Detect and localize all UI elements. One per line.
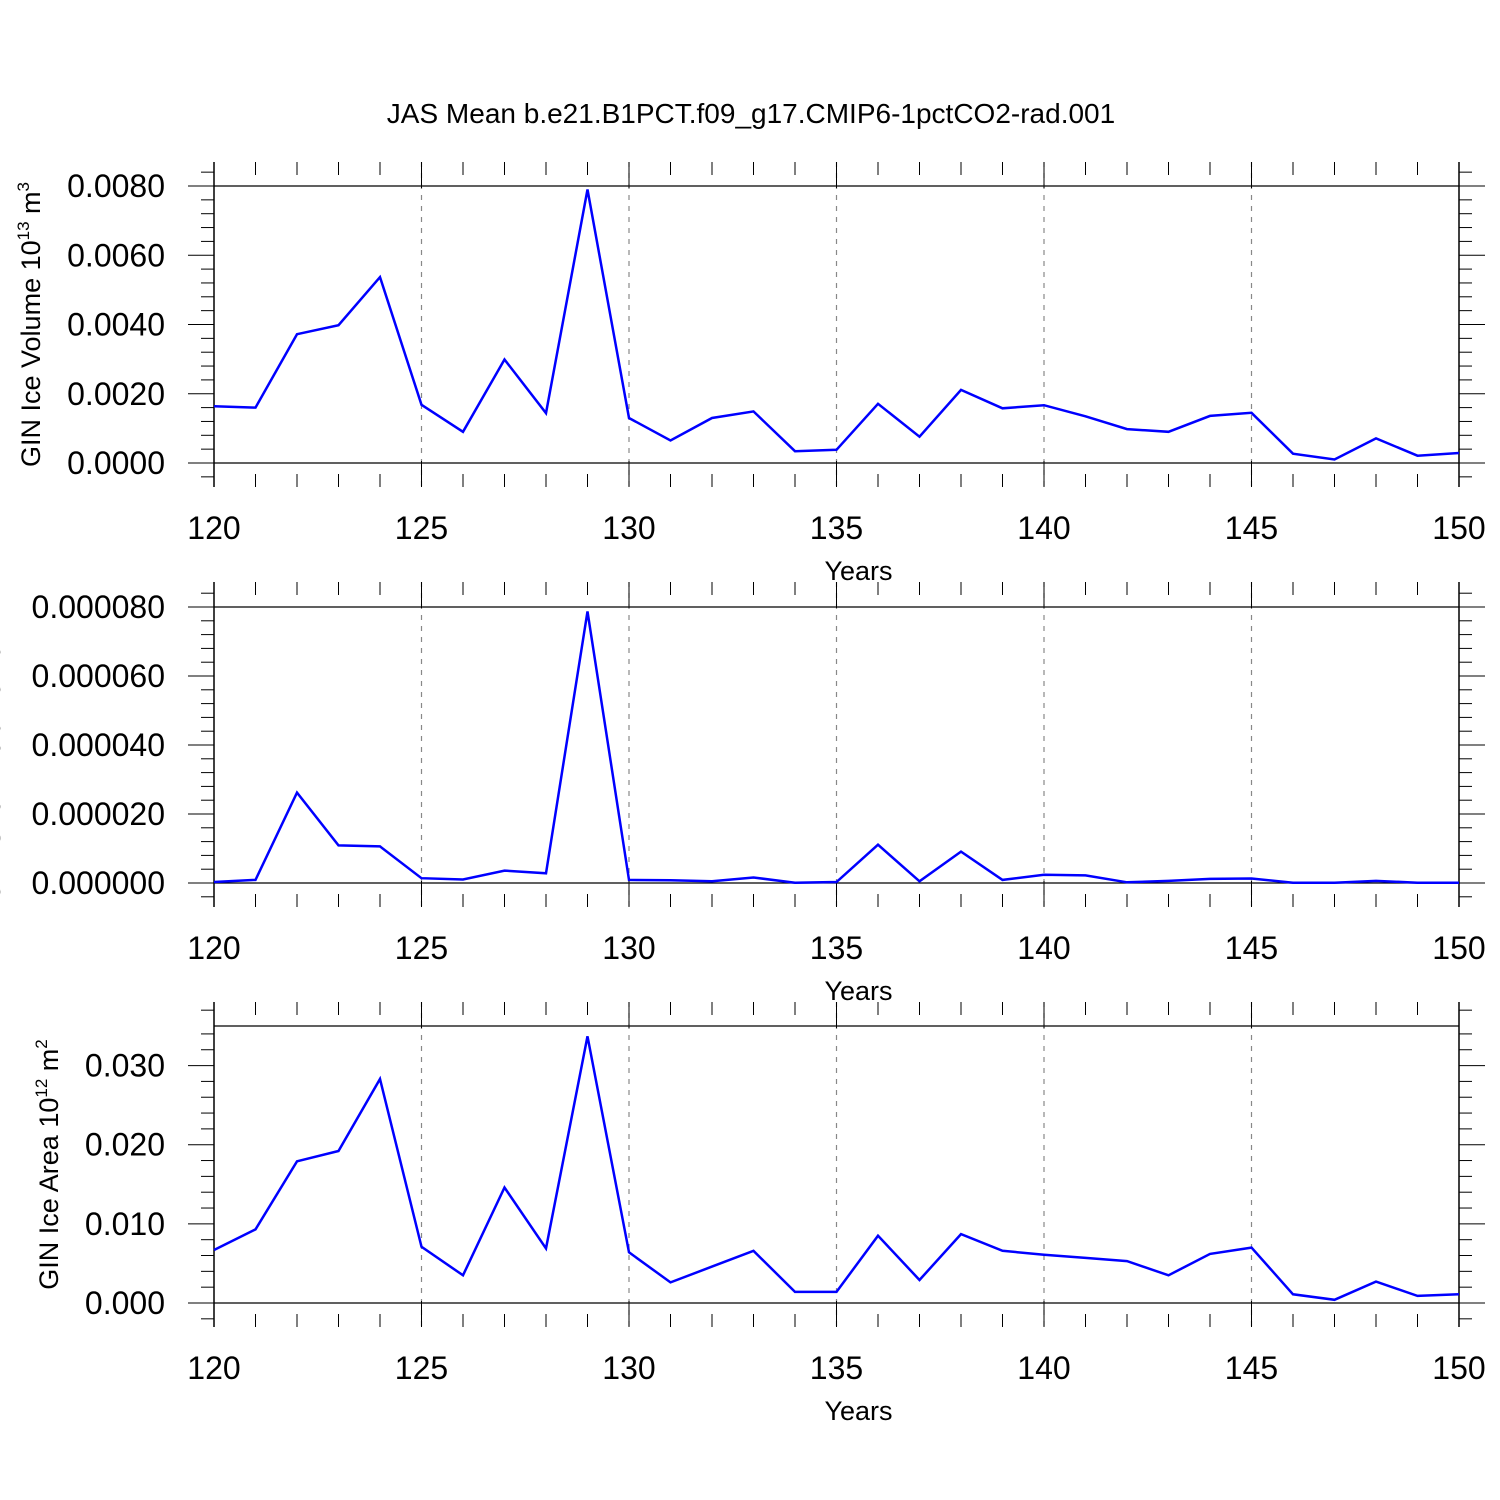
x-tick-label: 130 (602, 510, 655, 546)
figure-title: JAS Mean b.e21.B1PCT.f09_g17.CMIP6-1pctC… (387, 98, 1115, 129)
x-tick-label: 135 (810, 930, 863, 966)
y-tick-label: 0.000080 (32, 589, 165, 625)
y-tick-label: 0.030 (85, 1048, 165, 1084)
x-tick-label: 125 (395, 510, 448, 546)
x-tick-label: 135 (810, 510, 863, 546)
y-tick-label: 0.010 (85, 1206, 165, 1242)
y-axis-label: GIN Ice Area 1012 m2 (32, 1039, 64, 1290)
y-tick-label: 0.0060 (67, 237, 165, 273)
x-tick-label: 135 (810, 1350, 863, 1386)
x-tick-label: 130 (602, 1350, 655, 1386)
x-tick-label: 140 (1017, 1350, 1070, 1386)
series-line (213, 611, 1459, 884)
x-tick-label: 150 (1432, 510, 1485, 546)
x-tick-label: 145 (1225, 1350, 1278, 1386)
x-tick-label: 125 (395, 930, 448, 966)
x-axis-label: Years (824, 1396, 892, 1426)
x-axis-label: Years (824, 556, 892, 586)
chart-panel-3: 0.000 0.010 0.020 0.030 120 125 130 135 140 145 15… (32, 1002, 1486, 1426)
y-tick-label: 0.020 (85, 1127, 165, 1163)
y-tick-label: 0.000000 (32, 865, 165, 901)
chart-panel-2: 0.000000 0.000020 0.000040 0.000060 0.000080… (0, 582, 1486, 1006)
y-tick-label: 0.000 (85, 1285, 165, 1321)
x-tick-label: 145 (1225, 930, 1278, 966)
series-line (213, 189, 1460, 461)
y-tick-label: 0.000060 (32, 658, 165, 694)
x-tick-label: 125 (395, 1350, 448, 1386)
y-tick-label: 0.000020 (32, 796, 165, 832)
series-line (213, 1036, 1460, 1302)
y-tick-label: 0.0020 (67, 376, 165, 412)
x-axis-label: Years (824, 976, 892, 1006)
y-tick-label: 0.0000 (67, 445, 165, 481)
x-tick-label: 150 (1432, 1350, 1485, 1386)
x-tick-label: 130 (602, 930, 655, 966)
x-tick-label: 120 (187, 1350, 240, 1386)
x-tick-label: 140 (1017, 510, 1070, 546)
x-tick-label: 145 (1225, 510, 1278, 546)
x-tick-label: 120 (187, 930, 240, 966)
y-tick-label: 0.0080 (67, 168, 165, 204)
y-tick-label: 0.000040 (32, 727, 165, 763)
y-tick-label: 0.0040 (67, 307, 165, 343)
y-axis-label: GIN Ice Volume 1013 m3 (14, 182, 46, 467)
chart-panel-1: 0.0000 0.0020 0.0040 0.0060 0.0080 120 125 130 1… (14, 162, 1486, 586)
x-tick-label: 120 (187, 510, 240, 546)
x-tick-label: 150 (1432, 930, 1485, 966)
x-tick-label: 140 (1017, 930, 1070, 966)
panels: 0.0000 0.0020 0.0040 0.0060 0.0080 120 125 130 1… (0, 162, 1486, 1426)
y-axis-label: GIN Snow Volume 1013 m3 (0, 586, 6, 903)
